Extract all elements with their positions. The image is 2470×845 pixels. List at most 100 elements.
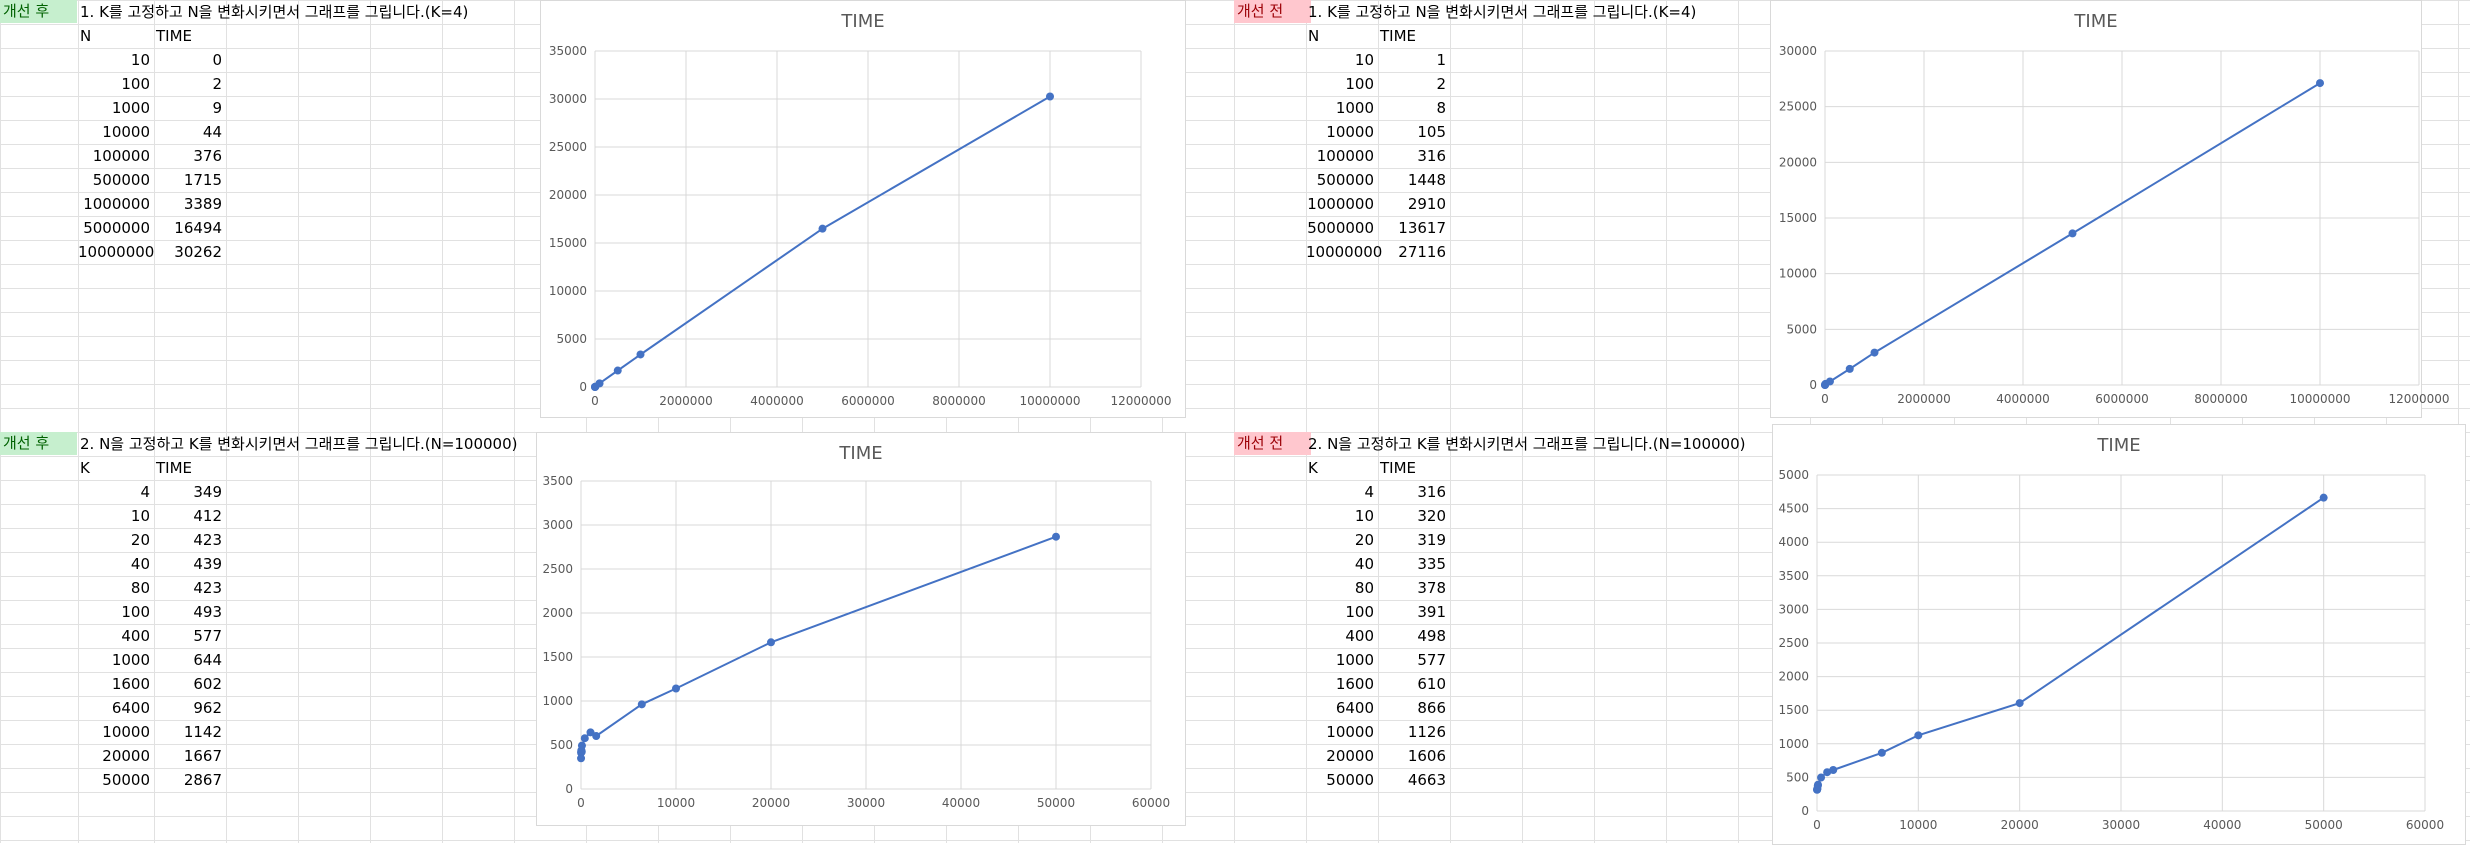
data-point[interactable]: [577, 754, 586, 763]
table-cell[interactable]: 412: [193, 507, 222, 525]
table-cell[interactable]: 423: [193, 531, 222, 549]
table-cell[interactable]: 644: [193, 651, 222, 669]
chart-after-k[interactable]: TIME 0 10000 20000 30000 40000 50000 60000 0 500 1…: [536, 432, 1186, 826]
table-cell[interactable]: 10000: [1326, 123, 1374, 141]
table-cell[interactable]: 1600: [111, 675, 150, 693]
table-cell[interactable]: 493: [193, 603, 222, 621]
table-cell[interactable]: 316: [1417, 483, 1446, 501]
data-point[interactable]: [1914, 731, 1923, 740]
table-cell[interactable]: 100000: [92, 147, 150, 165]
column-header[interactable]: N: [80, 27, 92, 45]
table-cell[interactable]: 0: [212, 51, 222, 69]
table-cell[interactable]: 10000: [102, 723, 150, 741]
status-tag-after[interactable]: 개선 후: [0, 432, 77, 455]
table-cell[interactable]: 1715: [183, 171, 222, 189]
table-cell[interactable]: 13617: [1398, 219, 1446, 237]
status-tag-after[interactable]: 개선 후: [0, 0, 77, 23]
table-cell[interactable]: 2867: [183, 771, 222, 789]
table-cell[interactable]: 423: [193, 579, 222, 597]
column-header[interactable]: TIME: [1380, 459, 1417, 477]
data-point[interactable]: [577, 741, 586, 750]
table-cell[interactable]: 20: [130, 531, 150, 549]
data-point[interactable]: [1825, 377, 1834, 386]
table-cell[interactable]: 400: [1345, 627, 1374, 645]
table-cell[interactable]: 316: [1417, 147, 1446, 165]
table-cell[interactable]: 20000: [102, 747, 150, 765]
column-header[interactable]: TIME: [156, 27, 193, 45]
table-cell[interactable]: 1600: [1335, 675, 1374, 693]
panel-heading[interactable]: 1. K를 고정하고 N을 변화시키면서 그래프를 그립니다.(K=4): [80, 3, 469, 21]
table-cell[interactable]: 1142: [183, 723, 222, 741]
table-cell[interactable]: 2: [212, 75, 222, 93]
table-cell[interactable]: 80: [130, 579, 150, 597]
table-cell[interactable]: 9: [212, 99, 222, 117]
table-cell[interactable]: 5000000: [83, 219, 150, 237]
table-cell[interactable]: 4663: [1407, 771, 1446, 789]
table-cell[interactable]: 10: [130, 507, 150, 525]
table-cell[interactable]: 100: [1345, 603, 1374, 621]
table-cell[interactable]: 2: [1436, 75, 1446, 93]
table-cell[interactable]: 1000: [1335, 651, 1374, 669]
table-cell[interactable]: 10: [130, 51, 150, 69]
table-cell[interactable]: 20: [1354, 531, 1374, 549]
data-point[interactable]: [1814, 780, 1823, 789]
table-cell[interactable]: 391: [1417, 603, 1446, 621]
chart-before-n[interactable]: TIME 0 2000000 4000000 6000000 8000000 1000000…: [1770, 0, 2450, 418]
data-point[interactable]: [637, 700, 646, 709]
table-cell[interactable]: 335: [1417, 555, 1446, 573]
table-cell[interactable]: 30262: [174, 243, 222, 261]
column-header[interactable]: K: [80, 459, 90, 477]
table-cell[interactable]: 10000000: [1306, 243, 1383, 261]
column-header[interactable]: N: [1308, 27, 1320, 45]
data-point[interactable]: [1870, 348, 1879, 357]
table-cell[interactable]: 50000: [1326, 771, 1374, 789]
table-cell[interactable]: 5000000: [1307, 219, 1374, 237]
table-cell[interactable]: 376: [193, 147, 222, 165]
panel-heading[interactable]: 2. N을 고정하고 K를 변화시키면서 그래프를 그립니다.(N=100000…: [80, 435, 518, 453]
data-point[interactable]: [577, 747, 586, 756]
panel-heading[interactable]: 1. K를 고정하고 N을 변화시키면서 그래프를 그립니다.(K=4): [1308, 3, 1697, 21]
data-point[interactable]: [595, 379, 604, 388]
data-point[interactable]: [580, 734, 589, 743]
table-cell[interactable]: 100: [121, 75, 150, 93]
data-point[interactable]: [1823, 768, 1832, 777]
table-cell[interactable]: 439: [193, 555, 222, 573]
table-cell[interactable]: 10000000: [78, 243, 155, 261]
table-cell[interactable]: 20000: [1326, 747, 1374, 765]
table-cell[interactable]: 1000000: [83, 195, 150, 213]
data-point[interactable]: [636, 350, 645, 359]
panel-heading[interactable]: 2. N을 고정하고 K를 변화시키면서 그래프를 그립니다.(N=100000…: [1308, 435, 1746, 453]
table-cell[interactable]: 1000: [1335, 99, 1374, 117]
table-cell[interactable]: 498: [1417, 627, 1446, 645]
table-cell[interactable]: 8: [1436, 99, 1446, 117]
data-point[interactable]: [2316, 79, 2324, 88]
table-cell[interactable]: 610: [1417, 675, 1446, 693]
table-cell[interactable]: 962: [193, 699, 222, 717]
data-point[interactable]: [767, 638, 775, 647]
table-cell[interactable]: 10000: [102, 123, 150, 141]
status-tag-before[interactable]: 개선 전: [1234, 432, 1311, 455]
table-cell[interactable]: 40: [130, 555, 150, 573]
table-cell[interactable]: 2910: [1407, 195, 1446, 213]
table-cell[interactable]: 500000: [92, 171, 150, 189]
table-cell[interactable]: 1000000: [1307, 195, 1374, 213]
table-cell[interactable]: 400: [121, 627, 150, 645]
table-cell[interactable]: 10000: [1326, 723, 1374, 741]
data-point[interactable]: [1829, 766, 1838, 775]
data-point[interactable]: [1877, 748, 1886, 757]
table-cell[interactable]: 10: [1354, 507, 1374, 525]
table-cell[interactable]: 10: [1354, 51, 1374, 69]
data-point[interactable]: [818, 224, 827, 233]
table-cell[interactable]: 500000: [1316, 171, 1374, 189]
table-cell[interactable]: 16494: [174, 219, 222, 237]
table-cell[interactable]: 602: [193, 675, 222, 693]
table-cell[interactable]: 1: [1436, 51, 1446, 69]
data-point[interactable]: [586, 728, 595, 737]
table-cell[interactable]: 1000: [111, 651, 150, 669]
data-point[interactable]: [1052, 532, 1060, 541]
table-cell[interactable]: 320: [1417, 507, 1446, 525]
chart-after-n[interactable]: TIME 0 2000000 4000000 6000000 8000000 1000000…: [540, 0, 1186, 418]
table-cell[interactable]: 349: [193, 483, 222, 501]
table-cell[interactable]: 1667: [183, 747, 222, 765]
status-tag-before[interactable]: 개선 전: [1234, 0, 1311, 23]
